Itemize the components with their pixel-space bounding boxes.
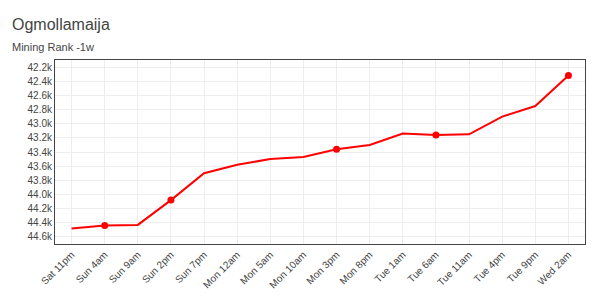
- svg-text:Tue 6am: Tue 6am: [405, 249, 440, 284]
- svg-text:43.4k: 43.4k: [28, 147, 53, 158]
- svg-text:Sun 9am: Sun 9am: [107, 249, 143, 285]
- svg-text:44.6k: 44.6k: [28, 231, 53, 242]
- svg-text:42.2k: 42.2k: [28, 62, 53, 73]
- svg-text:43.2k: 43.2k: [28, 132, 53, 143]
- svg-text:Sun 2pm: Sun 2pm: [140, 249, 176, 285]
- svg-text:Tue 4pm: Tue 4pm: [472, 249, 507, 284]
- svg-text:42.4k: 42.4k: [28, 76, 53, 87]
- svg-text:Sat 11pm: Sat 11pm: [39, 249, 77, 287]
- svg-text:Mon 8pm: Mon 8pm: [337, 249, 374, 286]
- svg-text:44.0k: 44.0k: [28, 189, 53, 200]
- svg-text:Mon 12am: Mon 12am: [201, 249, 242, 290]
- svg-text:Mon 5am: Mon 5am: [238, 249, 275, 286]
- svg-text:43.8k: 43.8k: [28, 175, 53, 186]
- svg-text:42.8k: 42.8k: [28, 104, 53, 115]
- svg-text:44.2k: 44.2k: [28, 203, 53, 214]
- svg-text:Mon 3pm: Mon 3pm: [304, 249, 341, 286]
- svg-text:Sun 4am: Sun 4am: [74, 249, 110, 285]
- svg-text:Sun 7pm: Sun 7pm: [173, 249, 209, 285]
- svg-text:Ogmollamaija: Ogmollamaija: [12, 16, 110, 33]
- svg-text:Tue 9pm: Tue 9pm: [505, 249, 540, 284]
- svg-text:Tue 1am: Tue 1am: [372, 249, 407, 284]
- svg-text:Wed 2am: Wed 2am: [535, 249, 573, 287]
- svg-text:Mining Rank -1w: Mining Rank -1w: [12, 41, 94, 53]
- svg-text:Tue 11am: Tue 11am: [435, 249, 474, 288]
- svg-text:43.6k: 43.6k: [28, 161, 53, 172]
- svg-text:42.6k: 42.6k: [28, 90, 53, 101]
- svg-text:Mon 10am: Mon 10am: [267, 249, 308, 290]
- svg-text:43.0k: 43.0k: [28, 118, 53, 129]
- svg-text:44.4k: 44.4k: [28, 217, 53, 228]
